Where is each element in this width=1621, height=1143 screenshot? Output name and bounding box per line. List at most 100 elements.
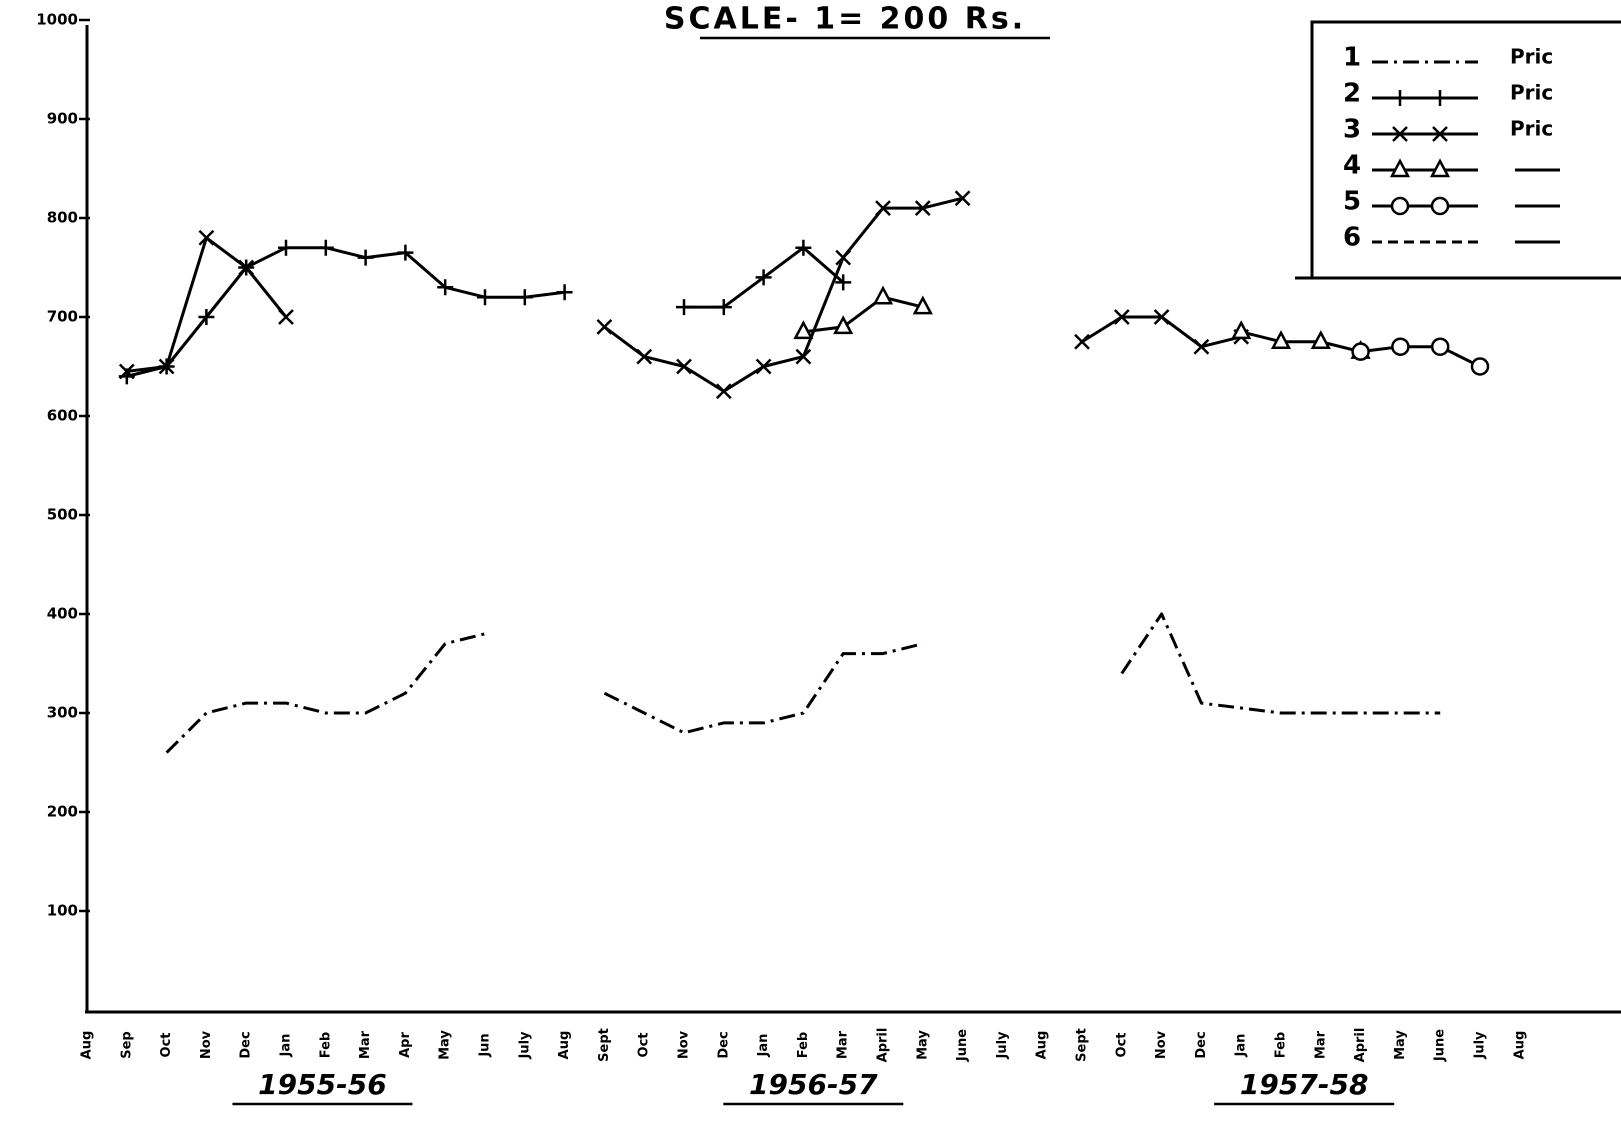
marker: [1310, 330, 1331, 349]
x-tick-label: Mar: [836, 1030, 851, 1059]
x-tick-label: Jan: [279, 1034, 294, 1058]
x-tick-label: July: [517, 1031, 532, 1060]
legend-label: 6: [1343, 223, 1361, 253]
x-tick-label: Oct: [1114, 1033, 1129, 1058]
x-tick-label: May: [438, 1030, 453, 1060]
period-label: 1956-57: [749, 1068, 878, 1101]
marker: [1432, 90, 1448, 106]
marker: [875, 200, 891, 216]
line-series: [1360, 345, 1481, 368]
marker: [158, 358, 175, 375]
legend-label: 1: [1343, 43, 1361, 73]
marker: [833, 315, 854, 335]
marker: [1390, 196, 1410, 216]
legend-label: 5: [1343, 187, 1361, 217]
marker: [793, 320, 814, 340]
marker: [676, 299, 692, 316]
x-tick-label: Oct: [159, 1033, 174, 1058]
marker: [835, 274, 852, 291]
marker: [596, 319, 613, 335]
line-series: [1081, 315, 1242, 349]
x-tick-label: Aug: [557, 1031, 572, 1060]
marker: [715, 383, 732, 400]
x-tick-label: Mar: [358, 1030, 373, 1059]
y-tick-label: 1000: [36, 11, 78, 29]
y-tick-label: 600: [47, 407, 78, 425]
marker: [556, 284, 573, 301]
marker: [1392, 126, 1408, 142]
legend-text: Pric: [1510, 81, 1553, 105]
marker: [1270, 330, 1292, 349]
marker: [755, 358, 772, 375]
marker: [795, 348, 812, 365]
marker: [437, 279, 454, 296]
x-tick-label: Jan: [756, 1034, 771, 1058]
y-tick-label: 500: [47, 506, 78, 524]
line-series: [126, 236, 288, 373]
x-tick-label: June: [1433, 1029, 1448, 1062]
y-tick-label: 200: [47, 803, 78, 821]
y-tick-label: 900: [47, 110, 78, 128]
line-series: [126, 246, 565, 378]
line-series: [1240, 330, 1361, 354]
marker: [1429, 158, 1451, 178]
marker: [954, 190, 971, 207]
marker: [198, 309, 215, 325]
marker: [755, 269, 772, 286]
x-tick-label: Nov: [199, 1030, 214, 1059]
x-tick-label: Feb: [318, 1032, 333, 1058]
marker: [636, 348, 653, 365]
x-tick-label: Sept: [597, 1028, 612, 1062]
marker: [1392, 90, 1408, 106]
marker: [1470, 357, 1490, 376]
marker: [1153, 309, 1170, 325]
marker: [1231, 320, 1252, 340]
x-tick-label: Jun: [478, 1033, 493, 1057]
x-tick-label: July: [1473, 1031, 1488, 1060]
x-tick-label: April: [1353, 1028, 1368, 1063]
x-tick-label: Nov: [1154, 1030, 1169, 1059]
marker: [676, 358, 692, 375]
y-tick-label: 700: [47, 308, 78, 326]
marker: [278, 239, 294, 256]
x-tick-label: Oct: [637, 1033, 652, 1058]
marker: [397, 244, 414, 261]
legend-label: 2: [1343, 79, 1361, 109]
marker: [1113, 309, 1130, 325]
x-tick-label: Feb: [796, 1032, 811, 1058]
x-tick-label: Sept: [1075, 1028, 1090, 1062]
y-tick-label: 800: [47, 209, 78, 227]
x-tick-label: April: [876, 1028, 891, 1063]
marker: [1430, 337, 1450, 356]
x-tick-label: Apr: [398, 1032, 413, 1058]
y-tick-label: 100: [47, 902, 78, 920]
marker: [1389, 158, 1411, 178]
x-tick-label: Dec: [239, 1031, 254, 1058]
marker: [317, 239, 334, 256]
marker: [1351, 342, 1370, 361]
legend-text: Pric: [1510, 117, 1553, 141]
x-tick-label: May: [915, 1030, 930, 1060]
x-tick-label: Aug: [80, 1031, 95, 1060]
marker: [914, 200, 931, 216]
chart-title: SCALE- 1= 200 Rs.: [664, 2, 1026, 37]
x-tick-label: Nov: [677, 1030, 692, 1059]
x-tick-label: Mar: [1313, 1030, 1328, 1059]
x-tick-label: Aug: [1035, 1031, 1050, 1060]
marker: [1074, 333, 1090, 350]
y-tick-label: 300: [47, 704, 78, 722]
x-tick-label: Dec: [716, 1031, 731, 1058]
marker: [477, 289, 493, 306]
marker: [1432, 126, 1448, 142]
x-tick-label: May: [1393, 1030, 1408, 1060]
legend-label: 4: [1343, 151, 1361, 181]
x-tick-label: Dec: [1194, 1031, 1209, 1058]
line-series: [603, 642, 924, 735]
x-tick-label: Aug: [1512, 1031, 1527, 1060]
y-tick-label: 400: [47, 605, 78, 623]
x-tick-label: Sep: [119, 1031, 134, 1059]
marker: [278, 309, 294, 325]
marker: [912, 295, 933, 315]
